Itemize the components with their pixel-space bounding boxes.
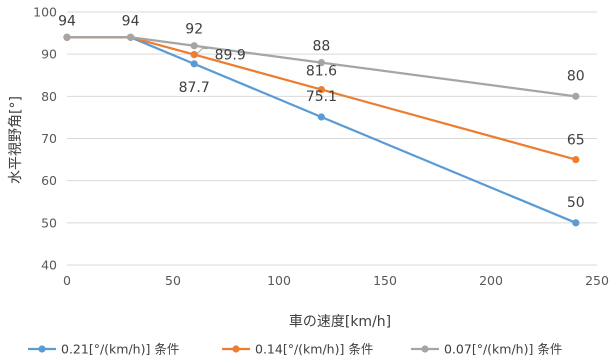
x-tick-label: 100 (267, 273, 291, 288)
legend-entry: 0.21[°/(km/h)] 条件 (61, 342, 179, 357)
data-label: 80 (567, 68, 585, 84)
legend-swatch-marker (38, 345, 46, 353)
y-tick-labels: 40 50 60 70 80 90 100 (33, 5, 57, 273)
data-label: 89.9 (215, 48, 246, 64)
legend: 0.21[°/(km/h)] 条件 0.14[°/(km/h)] 条件 0.07[°… (28, 342, 562, 357)
y-tick-label: 40 (41, 258, 57, 273)
x-tick-label: 0 (63, 273, 71, 288)
data-label: 65 (567, 133, 585, 149)
data-label: 88 (312, 39, 330, 55)
x-tick-label: 50 (165, 273, 181, 288)
x-tick-label: 200 (479, 273, 503, 288)
leader-line (196, 48, 209, 54)
legend-entry: 0.07[°/(km/h)] 条件 (444, 342, 562, 357)
data-point (190, 50, 198, 59)
data-label: 94 (122, 13, 140, 29)
legend-swatch-marker (232, 345, 240, 353)
data-label: 92 (185, 22, 203, 38)
legend-swatch-marker (421, 345, 429, 353)
data-point (63, 33, 71, 41)
data-point (572, 219, 580, 227)
y-axis-title: 水平視野角[°] (8, 96, 24, 184)
y-tick-label: 70 (41, 131, 57, 146)
y-tick-label: 80 (41, 89, 57, 104)
data-label: 81.6 (306, 64, 337, 80)
data-point (317, 59, 325, 67)
x-tick-label: 250 (585, 273, 609, 288)
data-label: 94 (58, 13, 76, 29)
data-labels: 94 94 92 89.9 87.7 88 81.6 75.1 80 65 50 (58, 13, 585, 211)
data-label: 50 (567, 195, 585, 211)
data-point (127, 33, 135, 41)
data-label: 87.7 (179, 80, 210, 96)
x-axis-title: 車の速度[km/h] (289, 313, 391, 330)
data-point (190, 42, 198, 50)
y-tick-label: 100 (33, 5, 57, 20)
x-tick-label: 150 (373, 273, 397, 288)
data-point (190, 60, 198, 68)
data-point (317, 85, 325, 94)
series-lines (63, 33, 580, 227)
y-tick-label: 60 (41, 173, 57, 188)
data-point (317, 113, 325, 121)
y-tick-label: 50 (41, 215, 57, 230)
data-point (572, 92, 580, 100)
gridlines (67, 11, 597, 266)
data-label: 75.1 (306, 89, 337, 105)
x-tick-labels: 0 50 100 150 200 250 (63, 273, 609, 288)
y-tick-label: 90 (41, 47, 57, 62)
legend-entry: 0.14[°/(km/h)] 条件 (255, 342, 373, 357)
data-point (572, 155, 580, 164)
